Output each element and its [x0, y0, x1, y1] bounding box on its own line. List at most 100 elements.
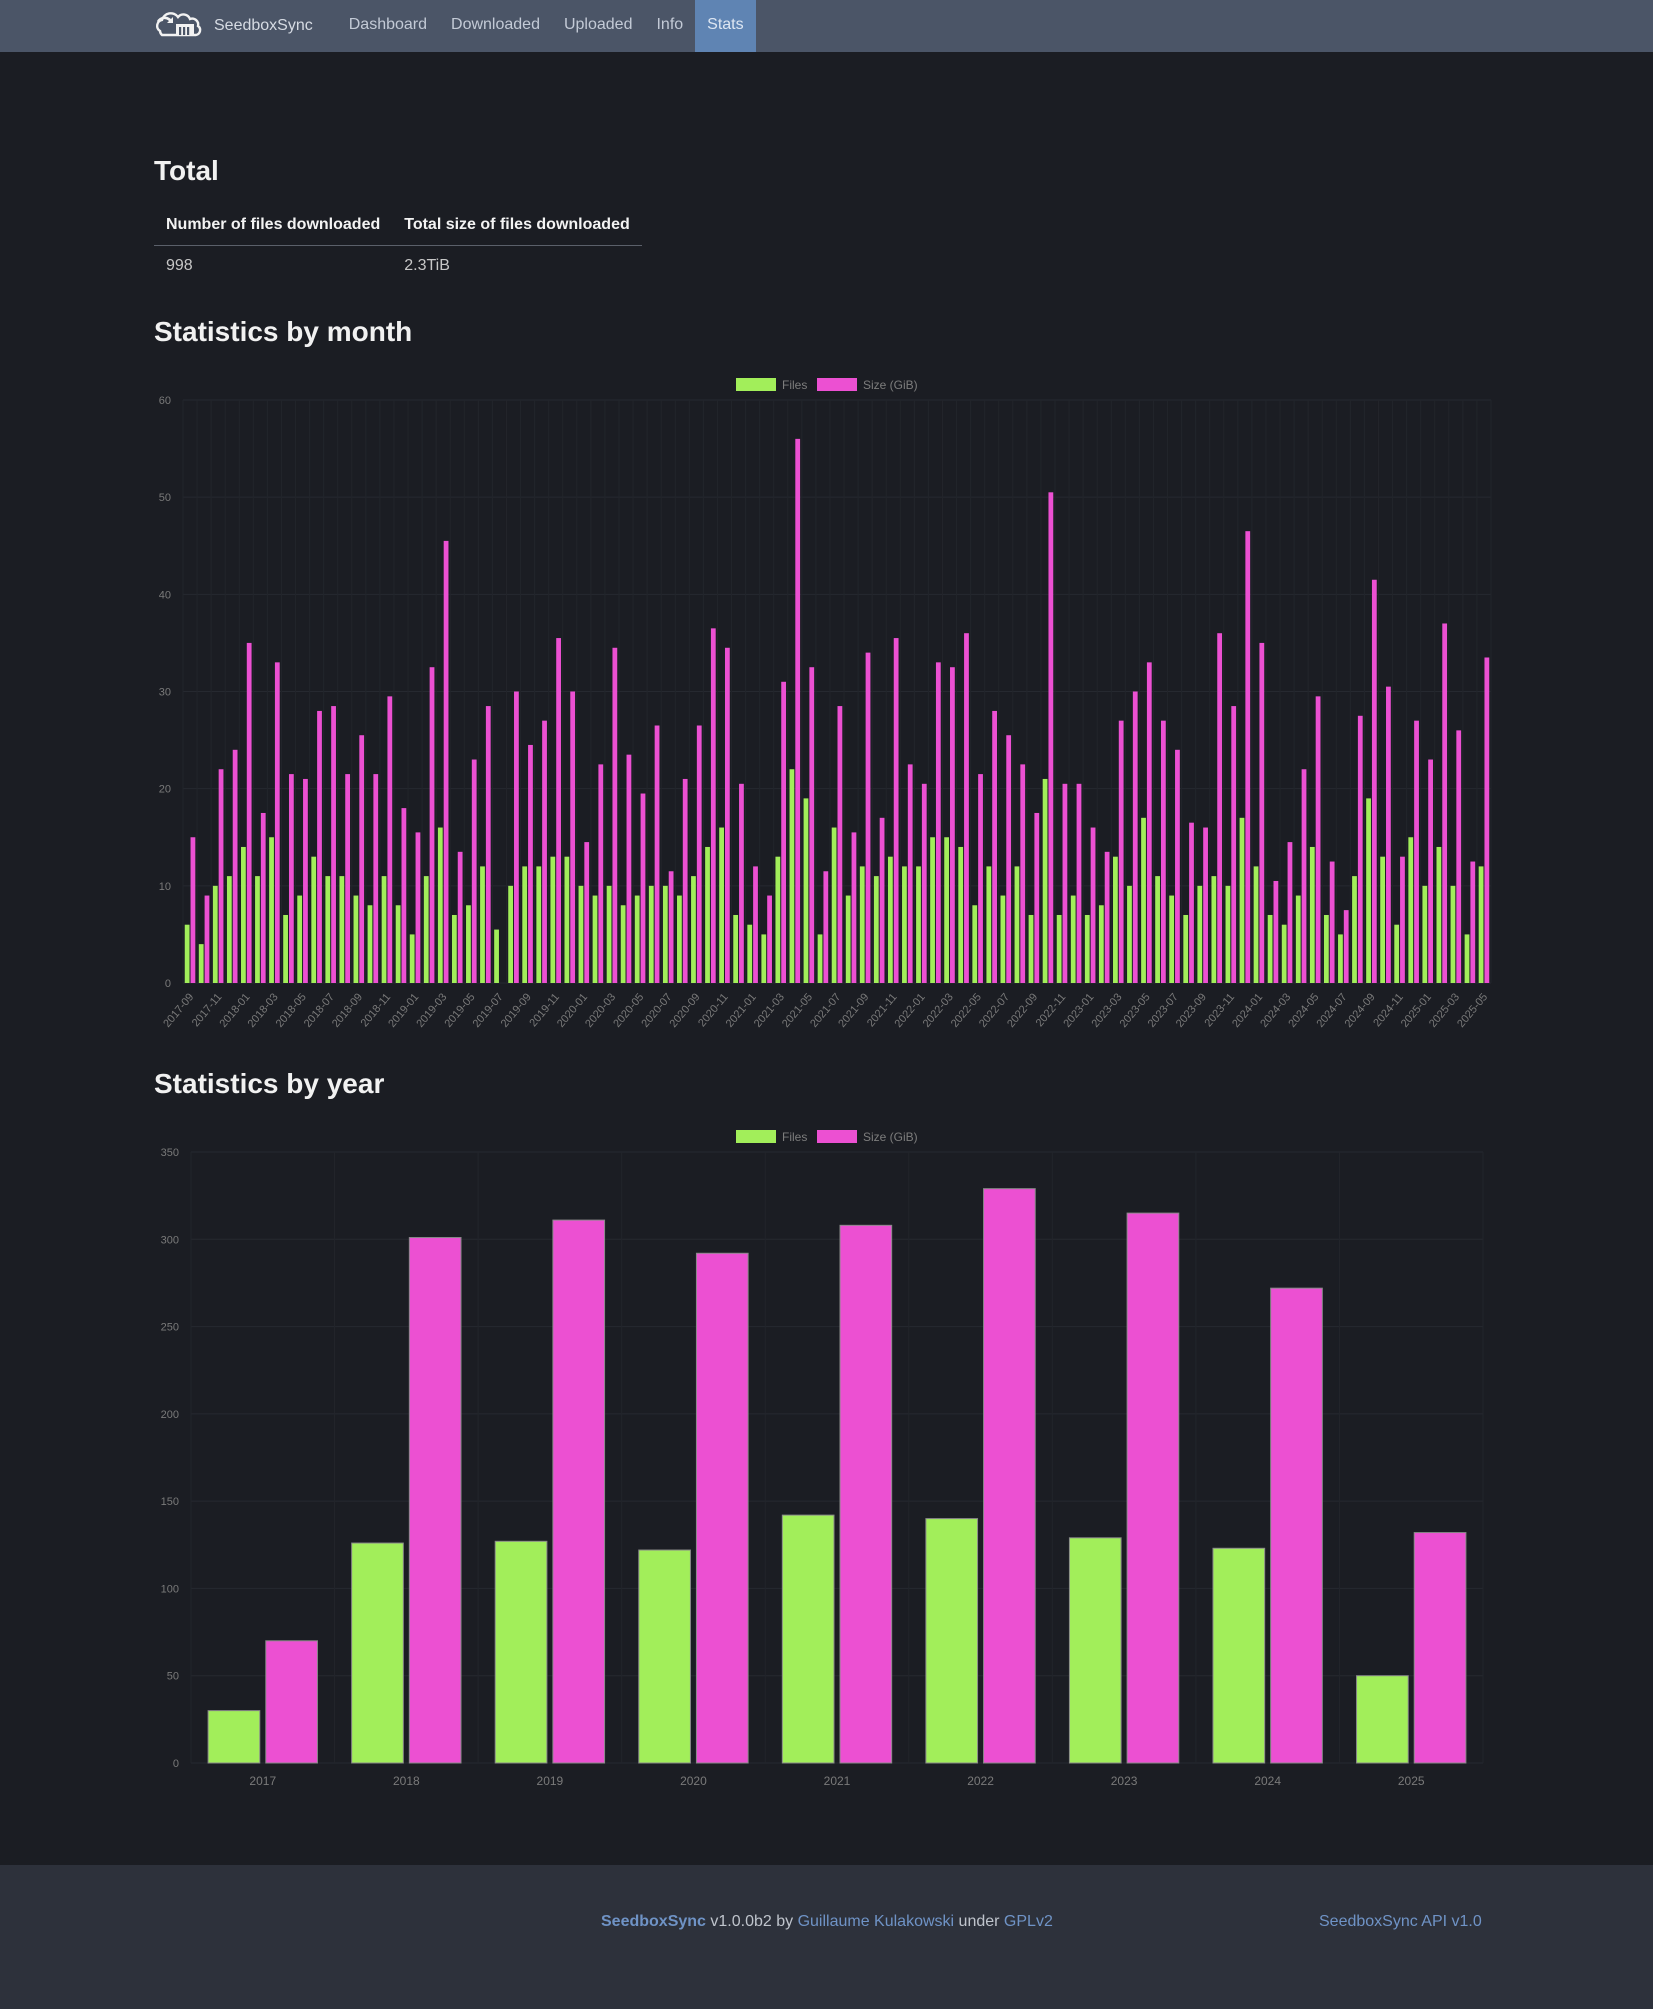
files-bar-2017-10	[198, 944, 204, 983]
files-bar-2019-07	[494, 929, 499, 983]
files-bar-2020-09	[691, 876, 696, 983]
files-bar-2020-10	[705, 846, 710, 983]
files-bar-2018-05	[297, 895, 303, 983]
footer-license-link[interactable]: GPLv2	[1003, 1913, 1053, 1930]
size-bar-2023-01	[1090, 827, 1096, 983]
size-bar-2024-12	[1414, 720, 1419, 983]
nav-item-uploaded[interactable]: Uploaded	[563, 16, 633, 33]
files-count-value: 998	[166, 257, 193, 274]
nav-item-stats[interactable]: Stats	[695, 0, 756, 52]
files-bar-2022-10	[1042, 778, 1048, 983]
size-bar-2022-11	[1062, 783, 1068, 983]
files-bar-2020-11	[719, 827, 724, 983]
size-bar-2021-03	[781, 681, 787, 983]
size-bar-2020-05	[640, 793, 646, 983]
footer-app-link[interactable]: SeedboxSync	[601, 1913, 706, 1930]
files-bar-2022-01	[916, 866, 921, 983]
files-bar-2023-06	[1155, 876, 1160, 983]
files-bar-2020-01	[578, 885, 584, 983]
x-tick-label: 2020	[680, 1774, 707, 1788]
size-bar-2021-12	[907, 764, 913, 983]
seedboxsync-logo-icon[interactable]	[154, 11, 204, 41]
size-bar-2018-02	[260, 812, 266, 983]
files-bar-2019-05	[466, 905, 471, 983]
size-bar-2017-10	[204, 895, 210, 983]
size-bar-2019-04	[457, 851, 463, 983]
size-bar-2023-04	[1132, 691, 1138, 983]
files-count-header: Number of files downloaded	[154, 210, 393, 246]
size-bar-2024-02	[1273, 880, 1279, 983]
legend-label-size: Size (GiB)	[863, 378, 918, 392]
files-bar-2021	[781, 1514, 835, 1764]
y-tick-label: 200	[161, 1409, 179, 1421]
y-tick-label: 60	[159, 395, 171, 407]
size-bar-2018-03	[274, 662, 280, 983]
files-bar-2023	[1068, 1537, 1122, 1764]
size-bar-2020-06	[654, 725, 660, 983]
x-tick-label: 2025	[1398, 1774, 1425, 1788]
month-chart-title: Statistics by month	[154, 316, 413, 347]
files-bar-2022-02	[930, 837, 935, 983]
files-bar-2023-05	[1141, 817, 1146, 983]
size-bar-2021-07	[837, 706, 843, 983]
nav-item-info[interactable]: Info	[656, 16, 684, 33]
size-bar-2023-07	[1175, 749, 1180, 983]
files-bar-2018-01	[241, 846, 246, 983]
size-bar-2025-01	[1428, 759, 1433, 983]
files-bar-2018-12	[395, 905, 401, 983]
size-bar-2023-06	[1160, 720, 1166, 983]
files-bar-2023-10	[1211, 876, 1217, 983]
legend-label-files: Files	[782, 1130, 807, 1144]
files-bar-2021-04	[789, 769, 795, 983]
files-bar-2025-02	[1436, 846, 1442, 983]
size-bar-2024	[1270, 1287, 1323, 1764]
files-bar-2024-03	[1281, 924, 1287, 983]
year-bar-chart: Files Size (GiB) 0 50 100 150 200 250 300 350 2017…	[161, 1130, 1484, 1788]
size-bar-2019-01	[415, 832, 421, 983]
nav-brand[interactable]: SeedboxSync	[214, 17, 313, 34]
x-tick-label: 2018-09	[330, 991, 365, 1030]
files-bar-2024-11	[1394, 924, 1400, 983]
y-tick-label: 150	[161, 1496, 179, 1508]
size-bar-2020-09	[696, 725, 702, 983]
files-bar-2022-03	[944, 837, 950, 983]
files-bar-2018-09	[353, 895, 359, 983]
files-bar-2023-08	[1183, 914, 1189, 983]
y-tick-label: 300	[161, 1234, 179, 1246]
footer-api-link[interactable]: SeedboxSync API v1.0	[1319, 1913, 1482, 1930]
nav-item-dashboard[interactable]: Dashboard	[348, 16, 428, 33]
size-bar-2021-08	[851, 832, 857, 983]
size-bar-2018-10	[373, 774, 379, 983]
size-bar-2025-02	[1442, 623, 1448, 983]
size-bar-2020	[695, 1252, 749, 1764]
size-bar-2022-10	[1048, 492, 1054, 983]
files-bar-2019	[494, 1540, 548, 1764]
files-bar-2018-11	[381, 876, 387, 983]
size-bar-2023-05	[1146, 662, 1152, 983]
nav-item-downloaded[interactable]: Downloaded	[451, 16, 540, 33]
size-bar-2022-09	[1034, 812, 1040, 983]
size-bar-2019-03	[443, 540, 449, 983]
size-bar-2019-05	[471, 759, 477, 983]
size-bar-2020-11	[724, 647, 730, 983]
size-bar-2019-02	[429, 667, 435, 983]
size-bar-2022-07	[1006, 735, 1012, 983]
size-bar-2023-08	[1189, 822, 1194, 983]
size-bar-2021-01	[753, 866, 758, 983]
x-tick-label: 2017-09	[161, 991, 196, 1030]
files-bar-2022-06	[986, 866, 992, 983]
total-title: Total	[154, 155, 219, 186]
size-bar-2020-10	[710, 628, 716, 983]
size-bar-2021	[839, 1224, 893, 1764]
size-bar-2020-08	[682, 778, 688, 983]
footer-author-link[interactable]: Guillaume Kulakowski	[797, 1913, 955, 1930]
size-bar-2018-04	[288, 774, 294, 983]
size-bar-2021-05	[809, 667, 815, 983]
footer-under: under	[958, 1913, 1000, 1930]
size-bar-2017-12	[232, 749, 238, 983]
size-bar-2022-03	[950, 667, 955, 983]
size-bar-2020-07	[668, 871, 674, 983]
files-bar-2018-02	[255, 876, 260, 983]
files-bar-2020-03	[606, 885, 612, 983]
files-bar-2019-03	[437, 827, 443, 983]
